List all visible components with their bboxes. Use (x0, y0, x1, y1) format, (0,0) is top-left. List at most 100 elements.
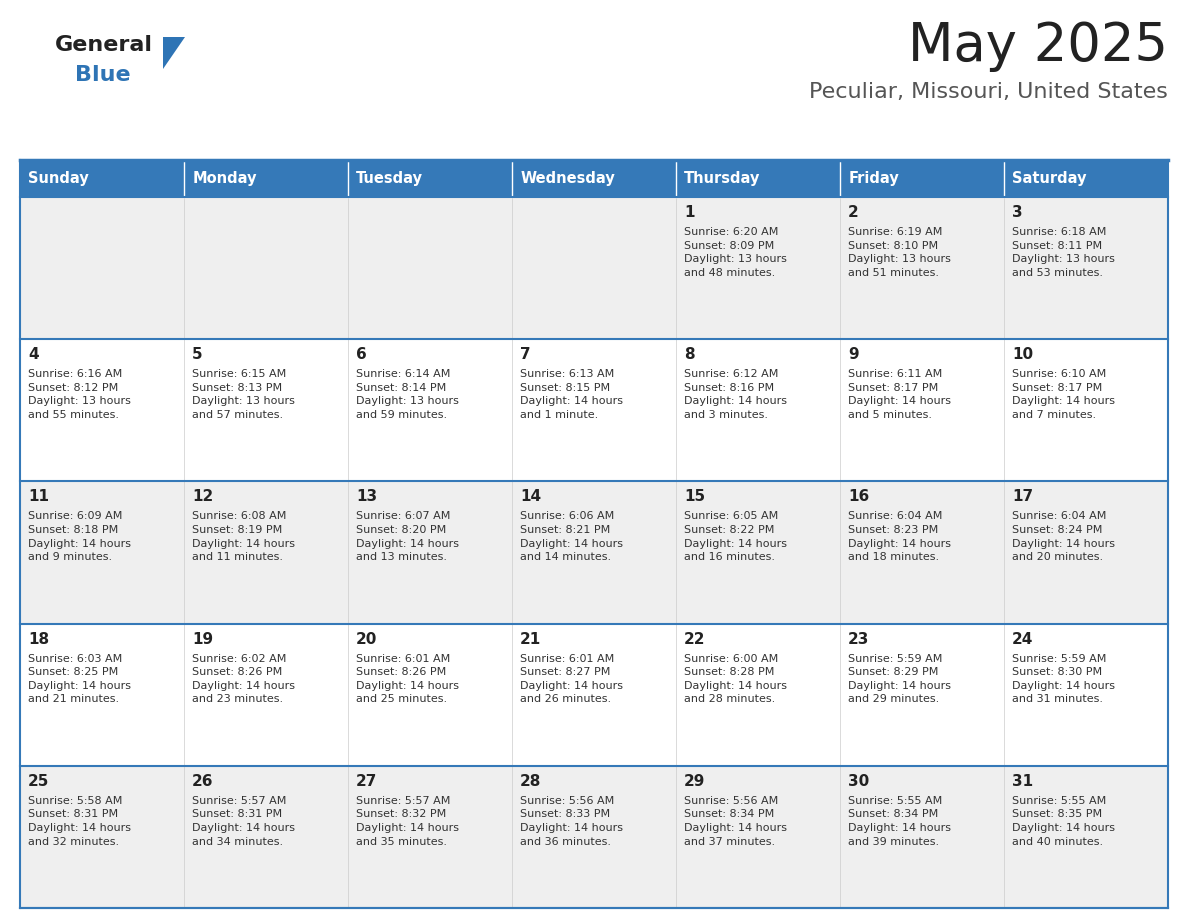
Bar (676, 160, 840, 197)
Bar (184, 481, 348, 623)
Text: General: General (55, 35, 153, 55)
Text: Sunrise: 6:06 AM
Sunset: 8:21 PM
Daylight: 14 hours
and 14 minutes.: Sunrise: 6:06 AM Sunset: 8:21 PM Dayligh… (520, 511, 623, 562)
Text: 16: 16 (848, 489, 870, 504)
Bar (20, 197, 184, 339)
Bar (840, 160, 1004, 197)
Text: 22: 22 (684, 632, 706, 646)
Bar (348, 623, 512, 766)
Bar (20, 766, 184, 908)
Bar (1004, 766, 1168, 908)
Text: Tuesday: Tuesday (356, 171, 423, 186)
Text: 25: 25 (29, 774, 50, 789)
Text: Sunrise: 6:01 AM
Sunset: 8:26 PM
Daylight: 14 hours
and 25 minutes.: Sunrise: 6:01 AM Sunset: 8:26 PM Dayligh… (356, 654, 459, 704)
Bar (512, 623, 676, 766)
Bar (840, 766, 1004, 908)
Text: Sunrise: 6:14 AM
Sunset: 8:14 PM
Daylight: 13 hours
and 59 minutes.: Sunrise: 6:14 AM Sunset: 8:14 PM Dayligh… (356, 369, 459, 420)
Bar (348, 160, 512, 197)
Text: Saturday: Saturday (1012, 171, 1087, 186)
Text: Sunrise: 6:04 AM
Sunset: 8:24 PM
Daylight: 14 hours
and 20 minutes.: Sunrise: 6:04 AM Sunset: 8:24 PM Dayligh… (1012, 511, 1116, 562)
Bar (676, 623, 840, 766)
Text: 6: 6 (356, 347, 367, 363)
Text: Sunrise: 6:13 AM
Sunset: 8:15 PM
Daylight: 14 hours
and 1 minute.: Sunrise: 6:13 AM Sunset: 8:15 PM Dayligh… (520, 369, 623, 420)
Text: 29: 29 (684, 774, 706, 789)
Bar (676, 197, 840, 339)
Text: 7: 7 (520, 347, 531, 363)
Text: 26: 26 (192, 774, 214, 789)
Bar (512, 481, 676, 623)
Polygon shape (163, 37, 185, 69)
Bar (1004, 160, 1168, 197)
Text: Monday: Monday (192, 171, 257, 186)
Text: Sunrise: 5:57 AM
Sunset: 8:31 PM
Daylight: 14 hours
and 34 minutes.: Sunrise: 5:57 AM Sunset: 8:31 PM Dayligh… (192, 796, 295, 846)
Text: Sunrise: 6:19 AM
Sunset: 8:10 PM
Daylight: 13 hours
and 51 minutes.: Sunrise: 6:19 AM Sunset: 8:10 PM Dayligh… (848, 227, 950, 278)
Text: Sunrise: 5:57 AM
Sunset: 8:32 PM
Daylight: 14 hours
and 35 minutes.: Sunrise: 5:57 AM Sunset: 8:32 PM Dayligh… (356, 796, 459, 846)
Bar (676, 339, 840, 481)
Text: 1: 1 (684, 205, 695, 220)
Bar (20, 481, 184, 623)
Text: Sunrise: 5:58 AM
Sunset: 8:31 PM
Daylight: 14 hours
and 32 minutes.: Sunrise: 5:58 AM Sunset: 8:31 PM Dayligh… (29, 796, 131, 846)
Text: Sunrise: 6:03 AM
Sunset: 8:25 PM
Daylight: 14 hours
and 21 minutes.: Sunrise: 6:03 AM Sunset: 8:25 PM Dayligh… (29, 654, 131, 704)
Bar (512, 160, 676, 197)
Text: 14: 14 (520, 489, 541, 504)
Bar (1004, 197, 1168, 339)
Bar (1004, 623, 1168, 766)
Text: Blue: Blue (75, 65, 131, 85)
Text: Friday: Friday (848, 171, 899, 186)
Text: 10: 10 (1012, 347, 1034, 363)
Text: 23: 23 (848, 632, 870, 646)
Text: 24: 24 (1012, 632, 1034, 646)
Text: 8: 8 (684, 347, 695, 363)
Text: 21: 21 (520, 632, 542, 646)
Text: Sunrise: 6:11 AM
Sunset: 8:17 PM
Daylight: 14 hours
and 5 minutes.: Sunrise: 6:11 AM Sunset: 8:17 PM Dayligh… (848, 369, 952, 420)
Text: Sunrise: 6:09 AM
Sunset: 8:18 PM
Daylight: 14 hours
and 9 minutes.: Sunrise: 6:09 AM Sunset: 8:18 PM Dayligh… (29, 511, 131, 562)
Bar (184, 197, 348, 339)
Bar (348, 339, 512, 481)
Text: 20: 20 (356, 632, 378, 646)
Text: Sunrise: 6:15 AM
Sunset: 8:13 PM
Daylight: 13 hours
and 57 minutes.: Sunrise: 6:15 AM Sunset: 8:13 PM Dayligh… (192, 369, 295, 420)
Text: 18: 18 (29, 632, 49, 646)
Bar (840, 339, 1004, 481)
Bar (20, 339, 184, 481)
Bar (20, 623, 184, 766)
Text: 3: 3 (1012, 205, 1023, 220)
Text: 2: 2 (848, 205, 859, 220)
Text: Sunrise: 6:10 AM
Sunset: 8:17 PM
Daylight: 14 hours
and 7 minutes.: Sunrise: 6:10 AM Sunset: 8:17 PM Dayligh… (1012, 369, 1116, 420)
Text: Sunday: Sunday (29, 171, 89, 186)
Bar (676, 766, 840, 908)
Bar (840, 623, 1004, 766)
Bar (512, 339, 676, 481)
Bar (840, 481, 1004, 623)
Text: Sunrise: 6:07 AM
Sunset: 8:20 PM
Daylight: 14 hours
and 13 minutes.: Sunrise: 6:07 AM Sunset: 8:20 PM Dayligh… (356, 511, 459, 562)
Text: 31: 31 (1012, 774, 1034, 789)
Text: 4: 4 (29, 347, 39, 363)
Text: 17: 17 (1012, 489, 1034, 504)
Text: Sunrise: 6:00 AM
Sunset: 8:28 PM
Daylight: 14 hours
and 28 minutes.: Sunrise: 6:00 AM Sunset: 8:28 PM Dayligh… (684, 654, 786, 704)
Bar (1004, 339, 1168, 481)
Text: 27: 27 (356, 774, 378, 789)
Text: Sunrise: 6:20 AM
Sunset: 8:09 PM
Daylight: 13 hours
and 48 minutes.: Sunrise: 6:20 AM Sunset: 8:09 PM Dayligh… (684, 227, 786, 278)
Bar (184, 766, 348, 908)
Text: Peculiar, Missouri, United States: Peculiar, Missouri, United States (809, 82, 1168, 102)
Text: Sunrise: 5:59 AM
Sunset: 8:30 PM
Daylight: 14 hours
and 31 minutes.: Sunrise: 5:59 AM Sunset: 8:30 PM Dayligh… (1012, 654, 1116, 704)
Text: 12: 12 (192, 489, 214, 504)
Text: Sunrise: 6:05 AM
Sunset: 8:22 PM
Daylight: 14 hours
and 16 minutes.: Sunrise: 6:05 AM Sunset: 8:22 PM Dayligh… (684, 511, 786, 562)
Text: 19: 19 (192, 632, 213, 646)
Text: Sunrise: 5:56 AM
Sunset: 8:33 PM
Daylight: 14 hours
and 36 minutes.: Sunrise: 5:56 AM Sunset: 8:33 PM Dayligh… (520, 796, 623, 846)
Text: Sunrise: 6:02 AM
Sunset: 8:26 PM
Daylight: 14 hours
and 23 minutes.: Sunrise: 6:02 AM Sunset: 8:26 PM Dayligh… (192, 654, 295, 704)
Text: Sunrise: 5:56 AM
Sunset: 8:34 PM
Daylight: 14 hours
and 37 minutes.: Sunrise: 5:56 AM Sunset: 8:34 PM Dayligh… (684, 796, 786, 846)
Text: Sunrise: 6:01 AM
Sunset: 8:27 PM
Daylight: 14 hours
and 26 minutes.: Sunrise: 6:01 AM Sunset: 8:27 PM Dayligh… (520, 654, 623, 704)
Bar (348, 766, 512, 908)
Text: 28: 28 (520, 774, 542, 789)
Bar (840, 197, 1004, 339)
Bar (184, 623, 348, 766)
Text: 15: 15 (684, 489, 706, 504)
Text: 30: 30 (848, 774, 870, 789)
Text: Wednesday: Wednesday (520, 171, 615, 186)
Text: Sunrise: 6:12 AM
Sunset: 8:16 PM
Daylight: 14 hours
and 3 minutes.: Sunrise: 6:12 AM Sunset: 8:16 PM Dayligh… (684, 369, 786, 420)
Bar (348, 481, 512, 623)
Text: 13: 13 (356, 489, 377, 504)
Bar (184, 339, 348, 481)
Text: Sunrise: 6:04 AM
Sunset: 8:23 PM
Daylight: 14 hours
and 18 minutes.: Sunrise: 6:04 AM Sunset: 8:23 PM Dayligh… (848, 511, 952, 562)
Text: Sunrise: 5:59 AM
Sunset: 8:29 PM
Daylight: 14 hours
and 29 minutes.: Sunrise: 5:59 AM Sunset: 8:29 PM Dayligh… (848, 654, 952, 704)
Bar (512, 197, 676, 339)
